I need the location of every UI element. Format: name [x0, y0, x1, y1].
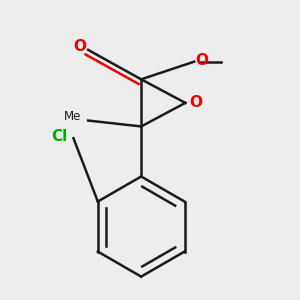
- Text: O: O: [73, 39, 86, 54]
- Text: O: O: [195, 53, 208, 68]
- Text: O: O: [189, 95, 202, 110]
- Text: Me: Me: [63, 110, 81, 123]
- Text: Cl: Cl: [51, 129, 68, 144]
